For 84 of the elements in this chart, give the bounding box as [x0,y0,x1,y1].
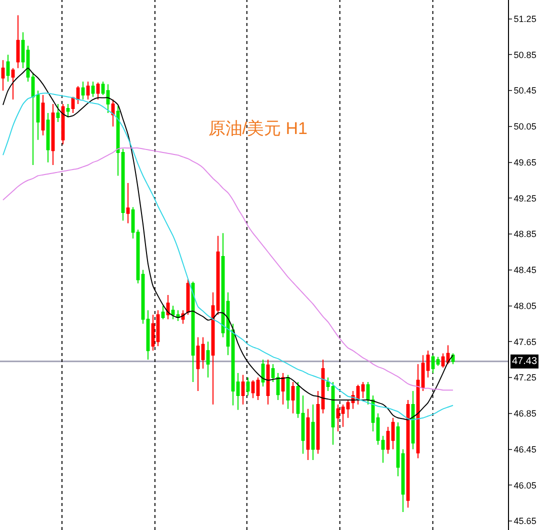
candlestick [96,82,100,100]
candlestick [326,377,330,392]
candlestick [56,104,60,122]
y-tick-label: 46.45 [514,444,536,454]
candlestick [1,60,5,92]
candlestick [421,354,425,392]
y-tick-label: 45.65 [514,516,536,526]
candlestick [6,54,10,82]
candlestick [306,408,310,461]
candlestick [331,382,335,446]
candlestick [236,372,240,410]
y-tick-label: 47.65 [514,336,536,347]
y-tick-label: 46.05 [514,480,536,490]
candlestick [216,235,220,316]
text: 原油/美元 H1 [208,118,308,138]
candlestick [256,377,260,400]
y-tick-label: 50.85 [514,50,536,60]
candlestick [266,359,270,405]
candlestick [101,81,105,96]
candlestick [221,232,225,338]
candlestick [341,404,345,428]
candlestick [381,435,385,464]
candlestick [441,352,445,368]
ref-line-label: 47.43 [512,356,538,367]
candlestick [436,356,440,366]
candlestick [196,336,200,392]
candlestick [391,417,395,450]
candlestick [16,14,20,69]
candlestick [166,294,170,320]
candlestick [111,99,115,127]
candlestick [41,94,45,136]
candlestick [241,374,245,405]
candlestick [206,341,210,378]
candlestick [161,305,165,320]
candlestick [36,90,40,140]
candlestick [131,206,135,240]
candlestick [311,404,315,461]
candlestick [376,412,380,446]
candlestick [151,314,155,352]
line-series [2,147,454,391]
candlestick [431,354,435,374]
candlestick [51,104,55,166]
y-tick-label: 50.05 [514,122,536,132]
candlestick [66,104,70,118]
y-tick-label: 47.25 [514,372,536,383]
candlestick [281,372,285,405]
y-tick-label: 49.25 [514,193,536,204]
candlestick [106,84,110,114]
candlestick [146,310,150,360]
candlestick [301,394,305,454]
y-tick-label: 48.05 [514,300,536,311]
candlestick [401,448,405,513]
candlestick [291,382,295,414]
candlestick [426,350,430,378]
candlestick [336,404,340,432]
candlestick [91,81,95,98]
candlestick [46,112,50,163]
candlestick [126,182,130,224]
candlestick [86,81,90,100]
candlestick [11,68,15,100]
candlestick [271,364,275,383]
candlestick [316,390,320,454]
candlestick [21,32,25,69]
candlestick [211,292,215,405]
candlestick [286,374,290,410]
y-tick-label: 49.65 [514,157,536,168]
candlestick [246,377,250,396]
y-tick-label: 48.85 [514,229,536,240]
candlestick [201,336,205,370]
y-tick-label: 46.85 [514,408,536,419]
y-tick-label: 51.25 [514,14,536,24]
candlestick [251,380,255,399]
candlestick [386,426,390,454]
candlestick [171,305,175,320]
y-tick-label: 50.45 [514,86,536,96]
candlestick [116,105,120,176]
candlestick [396,422,400,477]
candlestick [361,382,365,399]
candlestick [81,81,85,100]
y-tick-label: 48.45 [514,265,536,276]
candlestick [31,72,35,166]
candlestick [156,310,160,347]
candlestick [296,382,300,418]
candlestick [346,399,350,418]
